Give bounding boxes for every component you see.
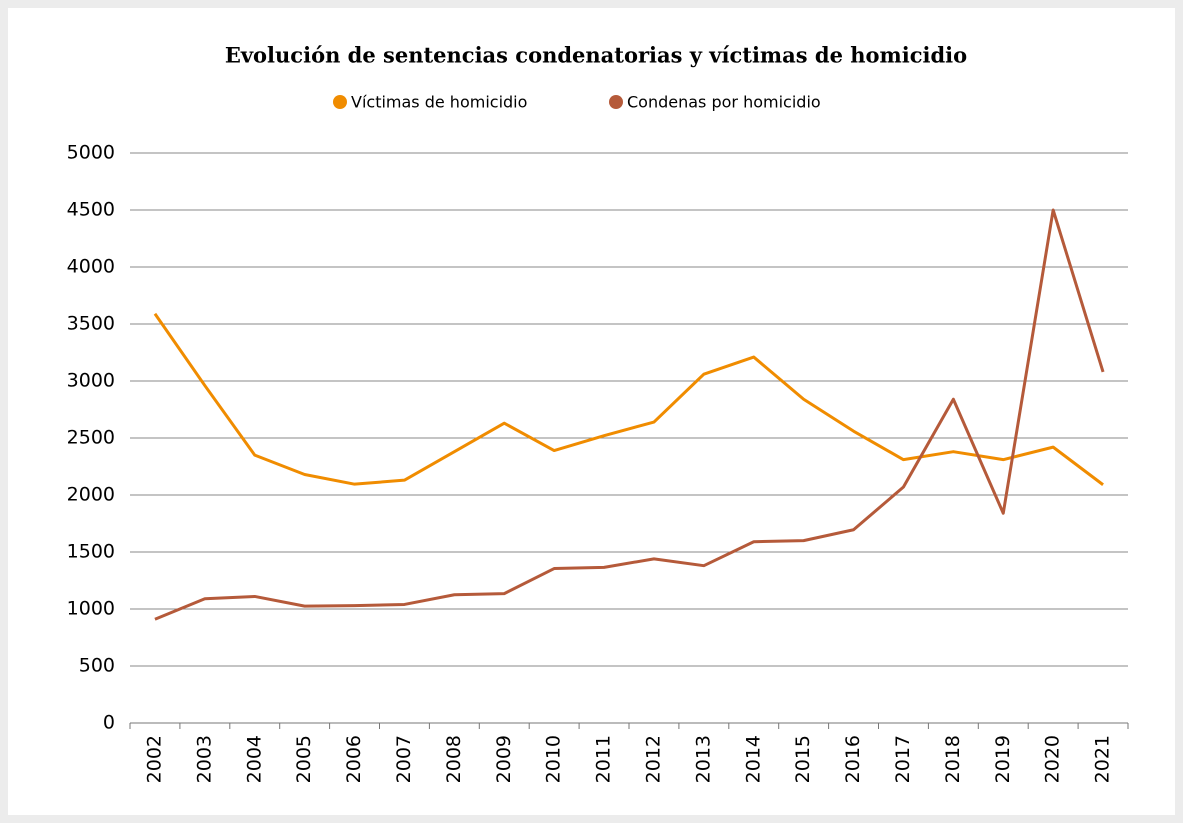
y-tick-label: 1000 <box>67 598 115 620</box>
x-tick-label: 2007 <box>393 735 415 783</box>
legend-marker <box>333 95 347 109</box>
y-tick-label: 3000 <box>67 370 115 392</box>
y-tick-label: 2500 <box>67 427 115 449</box>
x-tick-label: 2019 <box>992 735 1014 783</box>
y-tick-label: 5000 <box>67 142 115 164</box>
legend-label: Víctimas de homicidio <box>351 93 527 112</box>
x-tick-label: 2011 <box>593 735 615 783</box>
y-tick-label: 500 <box>79 655 115 677</box>
x-tick-label: 2016 <box>842 735 864 783</box>
x-tick-label: 2020 <box>1042 735 1064 783</box>
x-tick-label: 2021 <box>1092 735 1114 783</box>
x-tick-label: 2003 <box>193 735 215 783</box>
x-tick-label: 2012 <box>642 735 664 783</box>
y-tick-label: 2000 <box>67 484 115 506</box>
chart-frame <box>8 8 1175 815</box>
y-tick-label: 1500 <box>67 541 115 563</box>
x-tick-label: 2014 <box>742 735 764 783</box>
x-tick-label: 2002 <box>143 735 165 783</box>
x-tick-label: 2009 <box>493 735 515 783</box>
line-series <box>154 208 1105 621</box>
line-series <box>153 312 1104 486</box>
legend-marker <box>609 95 623 109</box>
y-tick-label: 0 <box>103 712 115 734</box>
x-tick-label: 2005 <box>293 735 315 783</box>
x-tick-label: 2015 <box>792 735 814 783</box>
y-tick-label: 4500 <box>67 199 115 221</box>
x-tick-label: 2008 <box>443 735 465 783</box>
legend-label: Condenas por homicidio <box>627 93 821 112</box>
x-tick-label: 2006 <box>343 735 365 783</box>
x-tick-label: 2010 <box>543 735 565 783</box>
x-tick-label: 2013 <box>692 735 714 783</box>
y-tick-label: 3500 <box>67 313 115 335</box>
x-tick-label: 2018 <box>942 735 964 783</box>
chart-title: Evolución de sentencias condenatorias y … <box>225 43 967 68</box>
y-tick-label: 4000 <box>67 256 115 278</box>
x-tick-label: 2017 <box>892 735 914 783</box>
x-tick-label: 2004 <box>243 735 265 783</box>
